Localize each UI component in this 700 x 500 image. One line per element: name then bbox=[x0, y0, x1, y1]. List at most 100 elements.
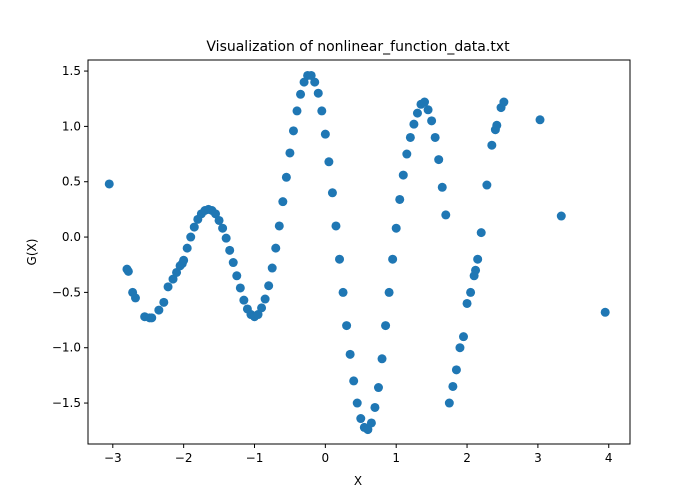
data-point bbox=[471, 265, 481, 275]
x-tick-label: −1 bbox=[246, 451, 264, 465]
data-point bbox=[345, 349, 355, 359]
data-point bbox=[130, 293, 140, 303]
data-point bbox=[423, 105, 433, 115]
x-tick-label: 1 bbox=[392, 451, 400, 465]
data-point bbox=[324, 157, 334, 167]
data-point bbox=[349, 376, 359, 386]
data-point bbox=[179, 255, 189, 265]
data-point bbox=[260, 294, 270, 304]
data-point bbox=[264, 281, 274, 291]
data-point bbox=[600, 307, 610, 317]
data-point bbox=[441, 210, 451, 220]
data-point bbox=[235, 283, 245, 293]
data-point bbox=[163, 282, 173, 292]
data-point bbox=[444, 398, 454, 408]
data-point bbox=[331, 221, 341, 231]
data-point bbox=[267, 263, 277, 273]
data-point bbox=[455, 343, 465, 353]
data-point bbox=[370, 402, 380, 412]
data-point bbox=[211, 209, 221, 219]
data-point bbox=[363, 425, 373, 435]
data-point bbox=[317, 106, 327, 116]
chart-title: Visualization of nonlinear_function_data… bbox=[206, 39, 510, 55]
data-point bbox=[214, 215, 224, 225]
data-point bbox=[186, 232, 196, 242]
data-point bbox=[320, 129, 330, 139]
data-point bbox=[104, 179, 114, 189]
data-point bbox=[473, 254, 483, 264]
data-point bbox=[366, 418, 376, 428]
y-tick-label: −1.5 bbox=[52, 396, 81, 410]
data-point bbox=[253, 310, 263, 320]
data-point bbox=[296, 89, 306, 99]
x-tick-label: 2 bbox=[463, 451, 471, 465]
data-point bbox=[147, 313, 157, 323]
data-point bbox=[271, 243, 281, 253]
y-tick-label: 1.0 bbox=[62, 119, 81, 133]
data-point bbox=[412, 108, 422, 118]
data-point bbox=[228, 258, 238, 268]
data-point bbox=[437, 182, 447, 192]
data-points bbox=[104, 70, 610, 435]
data-point bbox=[274, 221, 284, 231]
data-point bbox=[556, 211, 566, 221]
data-point bbox=[388, 254, 398, 264]
data-point bbox=[402, 149, 412, 159]
y-tick-label: 0.0 bbox=[62, 230, 81, 244]
data-point bbox=[338, 287, 348, 297]
data-point bbox=[451, 365, 461, 375]
data-point bbox=[535, 115, 545, 125]
data-point bbox=[427, 116, 437, 126]
y-tick-label: −1.0 bbox=[52, 341, 81, 355]
data-point bbox=[492, 120, 502, 130]
data-point bbox=[342, 321, 352, 331]
data-point bbox=[487, 140, 497, 150]
data-point bbox=[218, 223, 228, 233]
y-tick-label: 1.5 bbox=[62, 64, 81, 78]
data-point bbox=[292, 106, 302, 116]
data-point bbox=[189, 222, 199, 232]
data-point bbox=[285, 148, 295, 158]
data-point bbox=[168, 274, 178, 284]
data-point bbox=[257, 303, 267, 313]
data-point bbox=[306, 70, 316, 80]
data-point bbox=[159, 297, 169, 307]
data-point bbox=[313, 88, 323, 98]
y-tick-label: 0.5 bbox=[62, 175, 81, 189]
data-point bbox=[384, 287, 394, 297]
data-point bbox=[377, 354, 387, 364]
data-point bbox=[409, 119, 419, 129]
x-tick-label: 3 bbox=[534, 451, 542, 465]
data-point bbox=[232, 271, 242, 281]
data-point bbox=[434, 155, 444, 165]
data-point bbox=[395, 194, 405, 204]
data-point bbox=[239, 295, 249, 305]
data-point bbox=[172, 267, 182, 277]
x-tick-label: −2 bbox=[175, 451, 193, 465]
x-tick-label: −3 bbox=[104, 451, 122, 465]
data-point bbox=[462, 298, 472, 308]
data-point bbox=[281, 172, 291, 182]
plot-frame bbox=[87, 59, 631, 445]
data-point bbox=[356, 414, 366, 424]
data-point bbox=[310, 77, 320, 87]
data-point bbox=[335, 254, 345, 264]
data-point bbox=[391, 223, 401, 233]
data-point bbox=[459, 332, 468, 342]
data-point bbox=[278, 197, 288, 207]
data-point bbox=[476, 228, 486, 238]
data-point bbox=[352, 398, 362, 408]
data-point bbox=[466, 287, 476, 297]
data-point bbox=[398, 170, 408, 180]
data-point bbox=[221, 233, 231, 243]
data-point bbox=[123, 266, 133, 276]
data-point bbox=[448, 381, 458, 391]
data-point bbox=[405, 132, 415, 142]
data-point bbox=[499, 97, 509, 107]
data-point bbox=[381, 321, 391, 331]
x-axis-title: X bbox=[354, 474, 362, 488]
data-point bbox=[299, 77, 309, 87]
data-point bbox=[288, 126, 298, 136]
data-point bbox=[327, 188, 337, 198]
